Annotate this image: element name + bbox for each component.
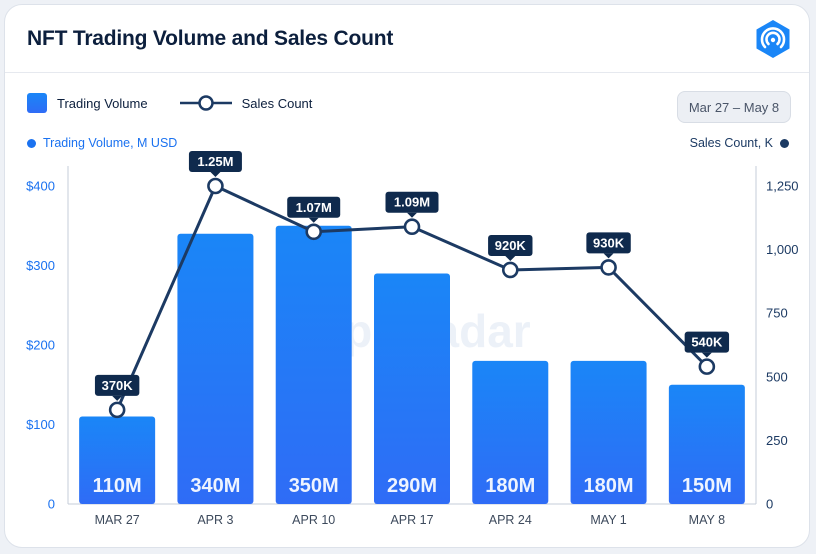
right-tick-label: 750 (766, 306, 788, 321)
right-tick-label: 1,250 (766, 179, 799, 194)
bar-trading-volume (570, 360, 647, 504)
x-tick-label: MAY 8 (689, 513, 725, 527)
bar-trading-volume (472, 360, 549, 504)
sales-count-point (108, 401, 126, 419)
right-axis-caption-text: Sales Count, K (689, 136, 773, 150)
sales-label-box (287, 196, 341, 218)
x-tick-label: MAY 1 (590, 513, 626, 527)
right-axis-caption: Sales Count, K (690, 136, 789, 150)
bar-trading-volume (275, 225, 352, 504)
sales-label-box (684, 331, 730, 353)
legend: Trading Volume Sales Count (27, 93, 312, 113)
right-tick-label: 1,000 (766, 242, 799, 257)
sales-value-label: 540K (691, 335, 723, 350)
sales-value-label: 1.07M (296, 200, 332, 215)
left-tick-label: 0 (48, 497, 55, 512)
sales-count-point (501, 261, 519, 279)
legend-bar-label: Trading Volume (57, 95, 148, 111)
right-tick-label: 0 (766, 497, 773, 512)
chart-title: NFT Trading Volume and Sales Count (27, 27, 394, 50)
bar-trading-volume (177, 233, 254, 504)
header-divider (5, 72, 809, 73)
left-tick-label: $100 (26, 417, 55, 432)
sales-count-point (207, 177, 224, 195)
sales-label-pointer (603, 253, 614, 259)
bar-value-label: 290M (387, 475, 437, 497)
sales-value-label: 1.09M (394, 195, 430, 210)
bar-value-label: 350M (289, 475, 339, 497)
bar-trading-volume (79, 416, 156, 504)
sales-label-pointer (112, 395, 123, 401)
sales-label-pointer (407, 212, 417, 218)
right-tick-label: 250 (766, 433, 788, 448)
right-tick-label: 500 (766, 369, 788, 384)
bar-value-label: 180M (485, 475, 535, 497)
left-tick-label: $300 (26, 258, 55, 273)
bar-value-label: 340M (190, 475, 240, 497)
legend-line-swatch (179, 95, 232, 111)
x-tick-label: APR 3 (197, 513, 233, 527)
left-axis-dot-icon (27, 138, 36, 148)
sales-label-box (385, 191, 439, 213)
sales-label-pointer (505, 255, 516, 261)
bar-value-label: 110M (93, 475, 142, 497)
dappradar-logo-icon (756, 20, 790, 58)
sales-count-point (403, 218, 421, 236)
left-tick-label: $400 (26, 179, 55, 194)
bar-trading-volume (374, 273, 450, 504)
date-range-selector[interactable]: Mar 27 – May 8 (677, 91, 791, 123)
sales-value-label: 930K (593, 235, 625, 250)
sales-label-box (586, 232, 631, 254)
sales-count-point (698, 358, 716, 375)
sales-label-box (488, 234, 533, 256)
x-tick-label: APR 10 (292, 513, 335, 527)
sales-count-point (600, 259, 617, 276)
sales-label-box (94, 374, 140, 396)
bar-trading-volume (668, 384, 745, 504)
left-axis-caption: Trading Volume, M USD (27, 136, 177, 150)
left-tick-label: $200 (26, 338, 55, 353)
sales-label-box (188, 151, 242, 172)
left-axis-caption-text: Trading Volume, M USD (43, 136, 178, 150)
sales-label-pointer (308, 217, 319, 223)
sales-value-label: 1.25M (197, 154, 233, 169)
sales-value-label: 370K (102, 378, 134, 393)
bar-value-label: 180M (584, 475, 634, 497)
right-axis-dot-icon (780, 138, 789, 148)
legend-bar-swatch (27, 93, 47, 113)
x-tick-label: APR 17 (390, 513, 433, 527)
sales-label-pointer (701, 352, 712, 358)
sales-label-pointer (210, 172, 221, 177)
bar-value-label: 150M (682, 475, 732, 497)
x-tick-label: MAR 27 (95, 513, 140, 527)
sales-count-point (305, 223, 323, 241)
x-tick-label: APR 24 (489, 513, 532, 527)
legend-line-label: Sales Count (241, 95, 313, 111)
sales-value-label: 920K (495, 238, 527, 253)
